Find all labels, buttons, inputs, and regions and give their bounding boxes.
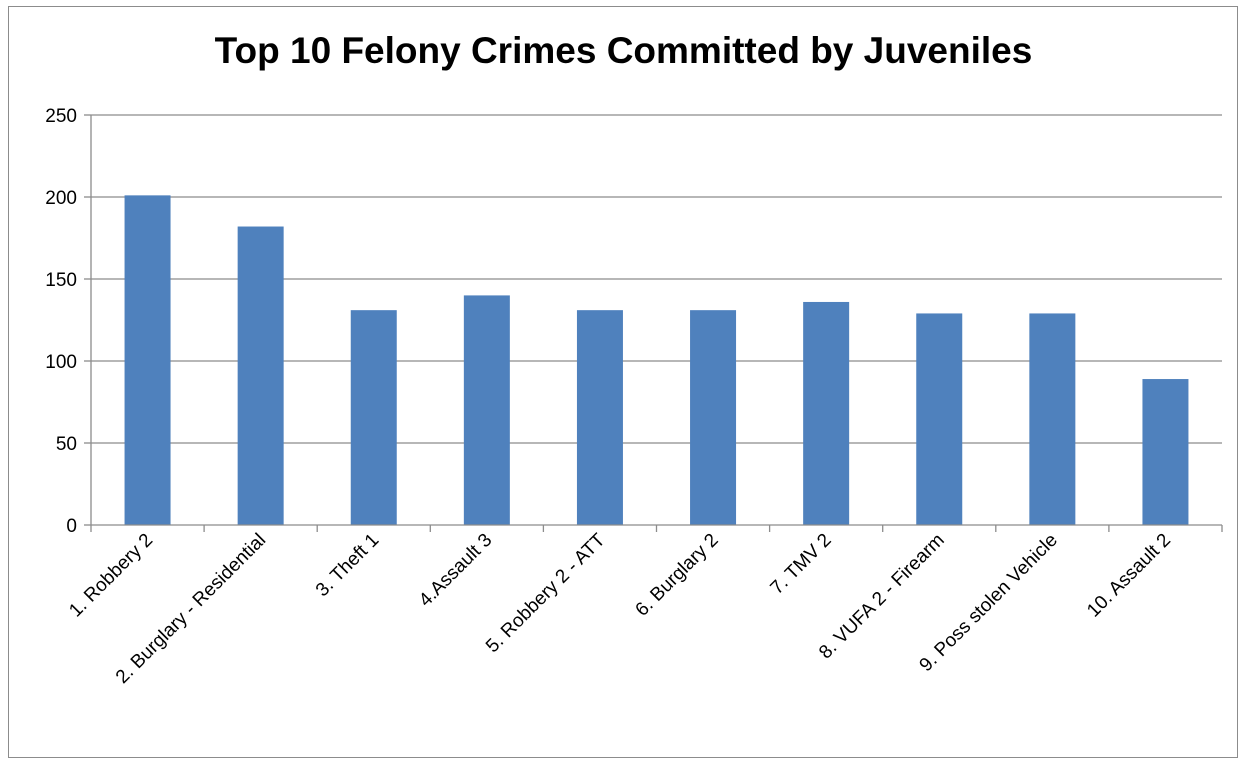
x-tick-label: 8. VUFA 2 - Firearm (815, 530, 949, 664)
x-tick-labels: 1. Robbery 22. Burglary - Residential 3. … (65, 529, 1175, 687)
chart-title: Top 10 Felony Crimes Committed by Juveni… (214, 30, 1033, 71)
y-tick-label: 50 (56, 434, 77, 455)
bar-5 (576, 310, 623, 525)
x-tick-label: 3. Theft 1 (312, 530, 383, 601)
bar-6 (690, 310, 737, 525)
x-tick-label: 4.Assault 3 (415, 530, 496, 611)
bar-2 (237, 226, 284, 525)
y-tick-label: 100 (45, 352, 77, 373)
axes (84, 114, 1223, 532)
bar-3 (350, 310, 397, 525)
y-tick-label: 250 (45, 106, 77, 127)
bar-8 (916, 313, 963, 525)
x-tick-label: 1. Robbery 2 (65, 530, 157, 622)
y-tick-label: 200 (45, 188, 77, 209)
y-tick-label: 0 (66, 516, 77, 537)
x-tick-label: 5. Robbery 2 - ATT (482, 529, 610, 657)
bar-1 (124, 195, 171, 526)
y-tick-labels: 0 50 100 150 200 250 (45, 106, 77, 537)
x-tick-label: 10. Assault 2 (1083, 530, 1175, 622)
y-tick-label: 150 (45, 270, 77, 291)
bars (124, 195, 1189, 526)
bar-10 (1142, 379, 1189, 525)
bar-9 (1029, 313, 1076, 525)
x-tick-label: 7. TMV 2 (767, 530, 836, 599)
bar-7 (803, 301, 850, 525)
bar-4 (463, 295, 510, 525)
x-tick-label: 6. Burglary 2 (632, 530, 723, 621)
